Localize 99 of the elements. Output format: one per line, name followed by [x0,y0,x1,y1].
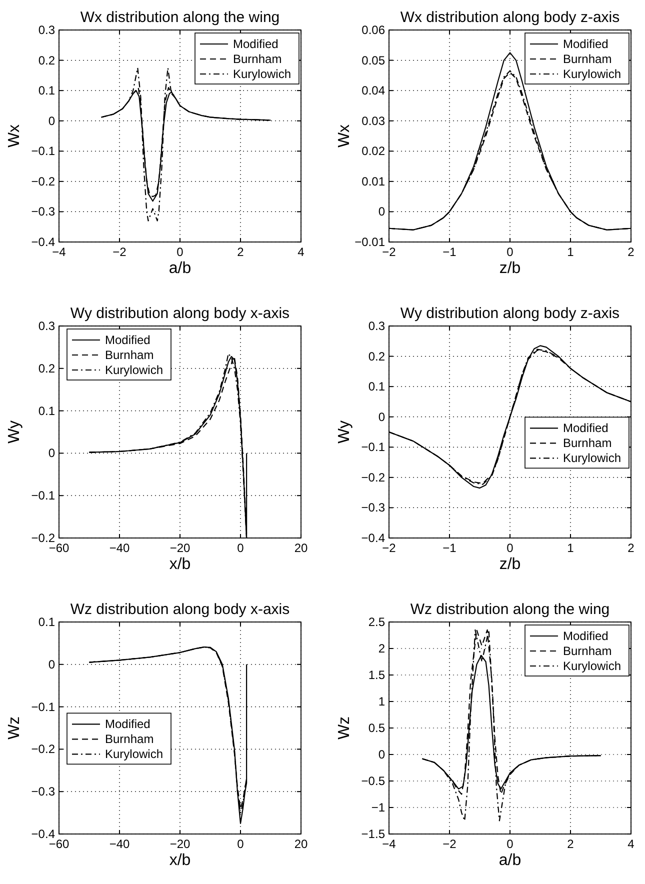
x-tick-label: −1 [442,245,457,259]
y-tick-label: 0.02 [362,144,386,158]
x-tick-label: −2 [442,837,457,851]
y-tick-label: 2 [378,642,386,656]
x-axis-title: z/b [499,260,521,277]
legend-label: Burnham [563,436,612,450]
chart-title: Wz distribution along body x-axis [70,601,290,618]
y-tick-label: 0.3 [38,23,56,37]
legend-label: Kurylowich [563,659,622,673]
y-tick-label: 0.3 [38,319,56,333]
y-axis-title: Wy [6,420,23,444]
legend-label: Kurylowich [233,67,292,81]
x-tick-label: 1 [567,245,574,259]
x-tick-label: 0 [506,837,514,851]
y-tick-label: 0.04 [362,84,386,98]
legend-label: Modified [563,629,608,643]
x-tick-label: 4 [298,245,305,259]
x-tick-label: −40 [109,837,130,851]
legend-label: Burnham [563,52,612,66]
x-tick-label: 0 [506,541,514,555]
y-tick-label: −0.1 [361,440,386,454]
x-axis-title: z/b [499,556,521,573]
y-axis-title: Wx [336,124,353,148]
y-tick-label: 0.05 [362,53,386,68]
y-tick-label: 0.2 [368,349,386,364]
x-tick-label: −2 [112,245,127,259]
y-axis-title: Wy [336,420,353,444]
legend-label: Modified [233,37,278,51]
legend-label: Kurylowich [563,451,622,466]
y-tick-label: 0 [48,657,56,672]
x-tick-label: −20 [170,541,190,555]
y-tick-label: 0.2 [38,361,56,376]
legend-label: Burnham [233,52,282,66]
y-tick-label: −0.5 [361,774,386,788]
x-tick-label: 0 [237,837,244,851]
x-tick-label: 1 [567,541,574,555]
x-tick-label: −40 [109,541,130,555]
y-tick-label: 0.03 [362,114,386,128]
x-tick-label: 0 [176,245,184,259]
x-tick-label: 20 [294,837,308,851]
y-tick-label: 0.1 [38,404,56,418]
y-tick-label: −0.1 [31,700,56,714]
x-tick-label: 2 [237,245,244,259]
y-tick-label: −0.1 [31,144,56,158]
y-tick-label: −0.2 [31,742,56,756]
legend-label: Kurylowich [563,67,622,81]
legend-label: Modified [563,421,608,436]
legend-label: Burnham [563,644,612,658]
x-tick-label: 4 [628,837,635,851]
y-tick-label: 0.1 [368,380,386,394]
x-tick-label: −1 [442,541,457,555]
legend-label: Modified [563,37,608,51]
y-tick-label: 0.5 [368,721,386,735]
legend-label: Modified [105,333,150,347]
legend-label: Kurylowich [105,747,164,762]
y-tick-label: 0 [378,410,386,424]
y-tick-label: −0.2 [31,174,56,188]
x-tick-label: −20 [170,837,190,851]
y-tick-label: 0 [48,446,56,460]
y-tick-label: 0.1 [38,84,56,98]
x-axis-title: a/b [498,852,522,869]
y-tick-label: −0.3 [31,784,56,799]
chart-title: Wx distribution along body z-axis [400,9,620,26]
x-axis-title: x/b [169,556,191,573]
y-tick-label: 2.5 [368,615,386,629]
x-axis-title: x/b [169,852,191,869]
chart-title: Wy distribution along body z-axis [400,305,620,322]
y-axis-title: Wz [336,716,353,740]
y-tick-label: 0 [378,748,386,762]
y-tick-label: 0.2 [38,53,56,68]
x-tick-label: 0 [506,245,514,259]
legend-label: Kurylowich [105,363,164,377]
y-tick-label: −0.3 [361,500,386,515]
chart-title: Wy distribution along body x-axis [70,305,290,322]
chart-title: Wx distribution along the wing [80,9,280,26]
x-tick-label: 2 [628,541,635,555]
y-tick-label: −0.1 [31,488,56,503]
x-tick-label: 20 [294,541,308,555]
legend-label: Modified [105,717,150,732]
y-axis-title: Wx [6,124,23,148]
y-tick-label: 1 [378,694,386,708]
y-tick-label: 0.01 [362,174,386,188]
y-tick-label: −0.3 [31,204,56,219]
x-axis-title: a/b [168,260,192,277]
x-tick-label: 0 [237,541,244,555]
x-tick-label: 2 [567,837,574,851]
x-tick-label: 2 [628,245,635,259]
legend-label: Burnham [105,348,154,362]
y-tick-label: 0.3 [368,319,386,333]
y-tick-label: 0 [378,204,386,219]
y-tick-label: 0.06 [362,23,386,37]
legend-label: Burnham [105,732,154,746]
y-tick-label: 1.5 [368,668,386,682]
y-tick-label: 0.1 [38,615,56,629]
y-tick-label: −1 [371,800,386,814]
chart-title: Wz distribution along the wing [410,601,610,618]
y-axis-title: Wz [6,716,23,740]
y-tick-label: 0 [48,114,56,128]
y-tick-label: −0.2 [361,470,386,484]
